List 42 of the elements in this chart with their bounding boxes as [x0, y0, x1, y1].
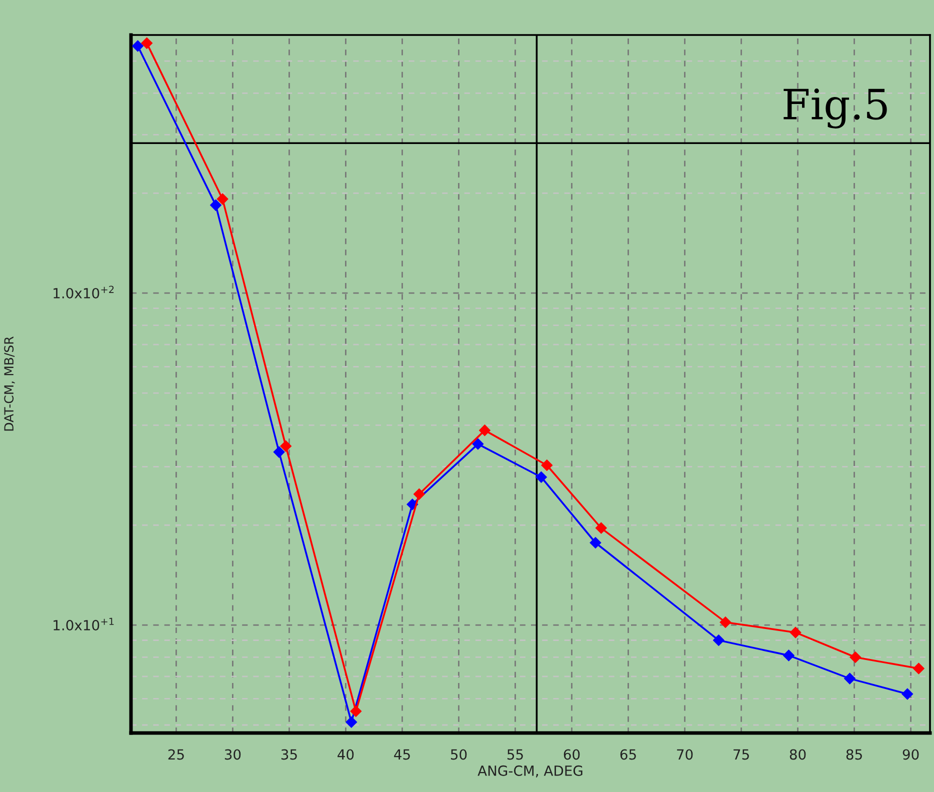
point — [472, 438, 484, 450]
annotation: Fig.5 — [784, 88, 887, 128]
x-tick-label: 80 — [790, 749, 806, 760]
y-tick-label: 1.0x10$^{+1}$ — [54, 618, 114, 630]
point — [536, 472, 547, 483]
x-tick-label: 65 — [620, 749, 636, 760]
x-tick-label: 30 — [224, 749, 241, 760]
point — [346, 716, 357, 728]
x-tick-label: 25 — [168, 749, 184, 760]
x-tick-label: 55 — [507, 749, 523, 760]
point — [216, 193, 228, 205]
x-tick-label: 75 — [734, 749, 749, 760]
point — [479, 424, 490, 436]
point — [713, 634, 724, 646]
x-tick-label: 90 — [902, 749, 919, 760]
x-tick-label: 50 — [450, 749, 467, 760]
point — [902, 688, 914, 700]
point — [844, 672, 856, 684]
point — [596, 522, 607, 534]
point — [590, 537, 602, 548]
x-tick-label: 60 — [564, 749, 580, 760]
point — [273, 446, 285, 458]
x-tick-label: 45 — [394, 749, 410, 760]
y-axis-title: DAT-CM, MB/SR — [4, 336, 15, 431]
point — [720, 616, 732, 628]
point — [850, 652, 862, 663]
x-tick-label: 40 — [338, 749, 354, 760]
x-tick-label: 85 — [846, 749, 862, 760]
x-tick-label: 35 — [281, 749, 297, 760]
x-axis-title: ANG-CM, ADEG — [478, 765, 582, 778]
point — [790, 626, 802, 638]
x-tick-label: 70 — [677, 749, 693, 760]
y-tick-label: 1.0x10$^{+2}$ — [54, 286, 114, 298]
point — [350, 706, 362, 717]
point — [913, 662, 924, 674]
point — [132, 40, 144, 52]
point — [414, 488, 425, 500]
point — [210, 200, 222, 211]
point — [280, 440, 292, 452]
point — [783, 650, 794, 662]
point — [141, 38, 152, 49]
point — [541, 460, 552, 471]
